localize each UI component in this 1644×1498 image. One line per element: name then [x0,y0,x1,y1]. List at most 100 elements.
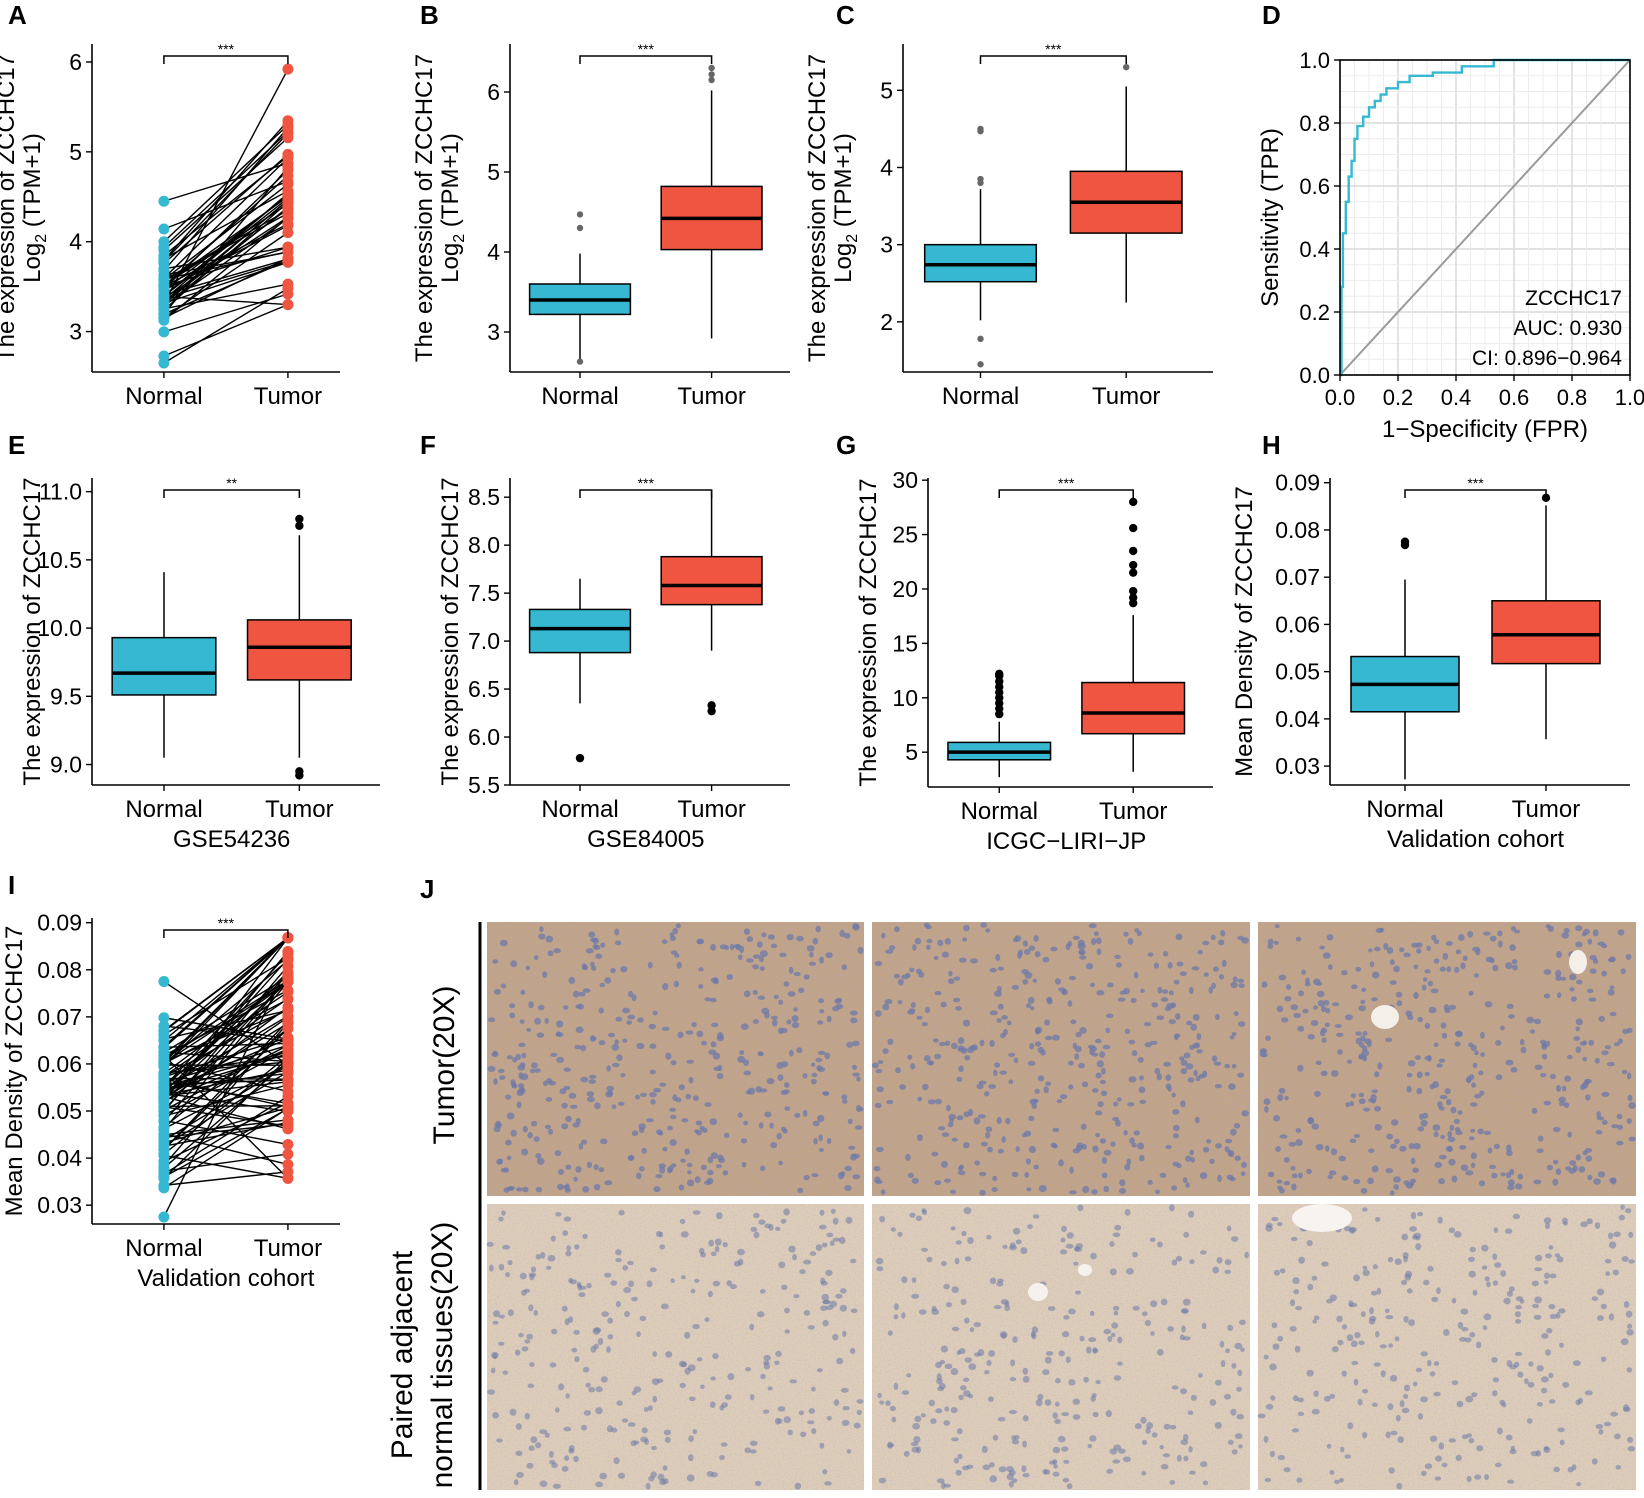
nucleus [795,1483,802,1490]
nucleus [965,1357,972,1363]
nucleus [1101,1091,1107,1097]
nucleus [741,1023,749,1030]
nucleus [1334,1480,1340,1484]
nucleus [792,1254,797,1261]
nucleus [827,1016,832,1023]
nucleus [1439,1106,1445,1110]
nucleus [775,1351,782,1357]
nucleus [691,1289,696,1294]
nucleus [942,952,949,958]
nucleus [1133,1306,1140,1311]
nucleus [738,1259,743,1266]
nucleus [607,1318,613,1324]
nucleus [1506,1172,1511,1178]
nucleus [624,1311,630,1317]
nucleus [1170,1425,1177,1430]
nucleus [1075,1291,1081,1295]
nucleus [1128,938,1134,945]
nucleus [1164,1424,1171,1430]
nucleus [1622,1070,1628,1074]
nucleus [1270,1395,1275,1401]
nucleus [1202,1323,1207,1329]
nucleus [516,1472,524,1478]
outlier-point [977,128,983,134]
nucleus [1026,1187,1031,1191]
nucleus [1279,1188,1285,1194]
nucleus [1399,1146,1406,1152]
nucleus [1397,1436,1404,1443]
nucleus [1611,1124,1618,1128]
y-axis-subtitle: Log2 (TPM+1) [19,133,50,283]
nucleus [601,1311,609,1317]
nucleus [616,1301,621,1307]
nucleus [1324,1396,1331,1402]
x-tick-label-normal: Normal [125,796,202,823]
y-tick-label: 4 [69,229,82,255]
nucleus [728,1373,735,1380]
nucleus [1434,939,1439,944]
nucleus [528,1304,533,1311]
nucleus [812,1073,818,1078]
nucleus [1189,1259,1194,1264]
nucleus [1585,1094,1590,1100]
nucleus [488,1066,496,1072]
nucleus [1390,980,1397,985]
nucleus [1053,1464,1058,1469]
nucleus [1434,1131,1439,1137]
nucleus [1053,1412,1058,1419]
nucleus [694,1279,699,1283]
nucleus [1625,1208,1631,1213]
box-normal [948,670,1051,778]
nucleus [1329,1170,1336,1175]
nucleus [1312,1276,1318,1281]
nucleus [986,1360,991,1366]
nucleus [1191,1395,1197,1401]
nucleus [980,922,987,927]
nucleus [921,1413,926,1417]
nucleus [803,1260,811,1265]
pair-line [164,163,288,201]
nucleus [1090,983,1095,988]
nucleus [1507,1185,1515,1190]
nucleus [951,1368,959,1375]
y-axis-subtitle-log: Log [19,243,46,283]
nucleus [912,1423,920,1430]
nucleus [1073,1414,1081,1420]
nucleus [819,1009,824,1013]
nucleus [1232,1363,1237,1369]
tumor-point [282,1064,293,1075]
nucleus [1465,1170,1473,1175]
nucleus [584,1410,591,1416]
nucleus [1225,1139,1232,1143]
nucleus [926,945,931,950]
nucleus [531,1121,537,1127]
y-tick-label: 0.05 [1275,659,1320,685]
x-tick-label-tumor: Tumor [254,383,322,410]
nucleus [1206,1139,1211,1143]
y-axis-subtitle-sub: 2 [451,234,468,243]
panel-label-F: F [420,430,436,460]
significance-bracket [164,56,288,64]
nucleus [882,1004,889,1011]
nucleus [520,990,525,995]
y-axis-subtitle-unit: (TPM+1) [830,133,857,234]
nucleus [1083,1377,1089,1383]
nucleus [1507,1291,1513,1297]
nucleus [1491,1357,1498,1363]
normal-point [158,1169,169,1180]
nucleus [529,1274,534,1280]
nucleus [784,981,790,986]
nucleus [803,1110,808,1117]
nucleus [1601,1092,1609,1097]
box-normal [112,572,216,758]
nucleus [574,1045,581,1049]
nucleus [1480,1032,1485,1039]
nucleus [1020,1247,1027,1254]
nucleus [604,977,611,984]
nucleus [1473,1290,1478,1296]
nucleus [1446,941,1453,946]
nucleus [1063,1315,1069,1320]
nucleus [905,973,910,978]
nucleus [1107,983,1114,988]
nucleus [1627,1324,1632,1329]
